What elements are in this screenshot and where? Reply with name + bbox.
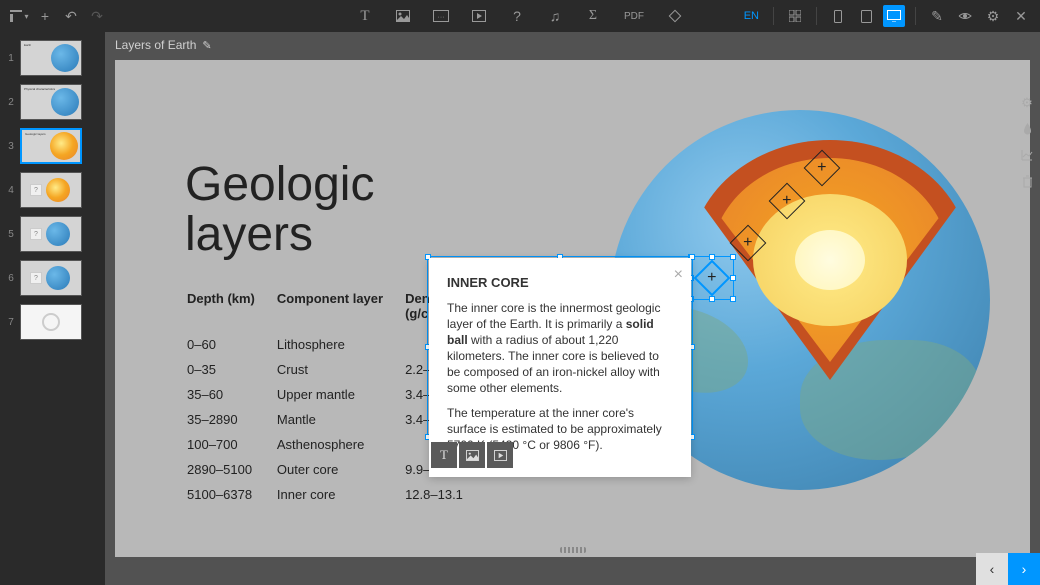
video-tool-button[interactable] xyxy=(468,5,490,27)
next-slide-button[interactable]: › xyxy=(1008,553,1040,585)
thumbnail[interactable]: ? xyxy=(20,216,82,252)
undo-button[interactable]: ↶ xyxy=(60,5,82,27)
thumb-number: 6 xyxy=(6,273,16,284)
brush-button[interactable]: ✎ xyxy=(926,5,948,27)
thumbnail[interactable] xyxy=(20,304,82,340)
rail-droplet-icon[interactable] xyxy=(1016,118,1038,140)
table-header: Depth (km) xyxy=(187,287,275,331)
rail-chart-icon[interactable] xyxy=(1016,144,1038,166)
rail-trash-icon[interactable] xyxy=(1016,170,1038,192)
thumbnail[interactable]: Physical characteristics xyxy=(20,84,82,120)
bottom-nav: ‹ › xyxy=(976,553,1040,585)
top-toolbar: ▾ + ↶ ↷ T ··· ? ♫ Σ PDF EN ✎ ⚙ ✕ xyxy=(0,0,1040,32)
edit-title-icon[interactable]: ✎ xyxy=(202,39,211,52)
question-tool-button[interactable]: ? xyxy=(506,5,528,27)
math-tool-button[interactable]: Σ xyxy=(582,5,604,27)
preview-button[interactable] xyxy=(954,5,976,27)
resize-grip[interactable] xyxy=(560,547,586,553)
shape-tool-button[interactable] xyxy=(664,5,686,27)
thumb-number: 5 xyxy=(6,229,16,240)
ctx-image-button[interactable] xyxy=(459,442,485,468)
popup-close-icon[interactable]: × xyxy=(674,264,683,286)
pdf-tool-button[interactable]: PDF xyxy=(620,5,648,27)
embed-tool-button[interactable]: ··· xyxy=(430,5,452,27)
view-mode-button[interactable]: ▾ xyxy=(8,5,30,27)
inner-core-layer xyxy=(795,230,865,290)
context-toolbar: T xyxy=(431,442,513,468)
canvas-area: Layers of Earth ✎ Geologiclayers Depth (… xyxy=(105,32,1040,585)
close-button[interactable]: ✕ xyxy=(1010,5,1032,27)
thumb-number: 2 xyxy=(6,97,16,108)
thumb-number: 3 xyxy=(6,141,16,152)
table-row: 5100–6378Inner core12.8–13.1 xyxy=(187,483,483,506)
slide-title: Geologiclayers xyxy=(185,160,374,261)
thumbnail[interactable]: ? xyxy=(20,172,82,208)
popup-title: INNER CORE xyxy=(447,274,673,292)
settings-button[interactable]: ⚙ xyxy=(982,5,1004,27)
prev-slide-button[interactable]: ‹ xyxy=(976,553,1008,585)
redo-button[interactable]: ↷ xyxy=(86,5,108,27)
document-title: Layers of Earth xyxy=(115,38,196,52)
thumbnail[interactable]: Earth xyxy=(20,40,82,76)
thumbnail[interactable]: Geologic layers xyxy=(20,128,82,164)
thumbnail[interactable]: ? xyxy=(20,260,82,296)
phone-preview-button[interactable] xyxy=(827,5,849,27)
slide[interactable]: Geologiclayers Depth (km)Component layer… xyxy=(115,60,1030,557)
ctx-text-button[interactable]: T xyxy=(431,442,457,468)
grid-view-button[interactable] xyxy=(784,5,806,27)
language-button[interactable]: EN xyxy=(740,10,763,22)
ctx-video-button[interactable] xyxy=(487,442,513,468)
text-tool-button[interactable]: T xyxy=(354,5,376,27)
thumb-number: 1 xyxy=(6,53,16,64)
rail-settings-icon[interactable]: ⚙ xyxy=(1016,92,1038,114)
image-tool-button[interactable] xyxy=(392,5,414,27)
right-rail: ⚙ xyxy=(1012,88,1040,196)
tablet-preview-button[interactable] xyxy=(855,5,877,27)
svg-text:···: ··· xyxy=(438,14,445,21)
add-slide-button[interactable]: + xyxy=(34,5,56,27)
thumb-number: 4 xyxy=(6,185,16,196)
table-header: Component layer xyxy=(277,287,403,331)
thumb-number: 7 xyxy=(6,317,16,328)
popup-paragraph: The inner core is the innermost geologic… xyxy=(447,300,673,397)
desktop-preview-button[interactable] xyxy=(883,5,905,27)
thumbnail-sidebar: 1 Earth 2 Physical characteristics 3 Geologic… xyxy=(0,32,105,585)
audio-tool-button[interactable]: ♫ xyxy=(544,5,566,27)
